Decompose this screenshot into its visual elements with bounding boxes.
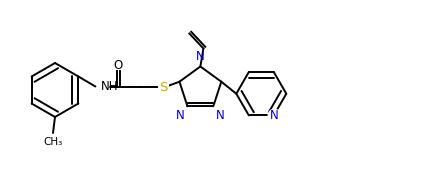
Text: N: N bbox=[196, 50, 205, 62]
Text: N: N bbox=[216, 109, 225, 122]
Text: CH₃: CH₃ bbox=[43, 137, 63, 147]
Text: S: S bbox=[159, 81, 168, 94]
Text: O: O bbox=[114, 59, 123, 72]
Text: N: N bbox=[176, 109, 184, 122]
Text: N: N bbox=[270, 109, 278, 122]
Text: NH: NH bbox=[100, 80, 118, 93]
